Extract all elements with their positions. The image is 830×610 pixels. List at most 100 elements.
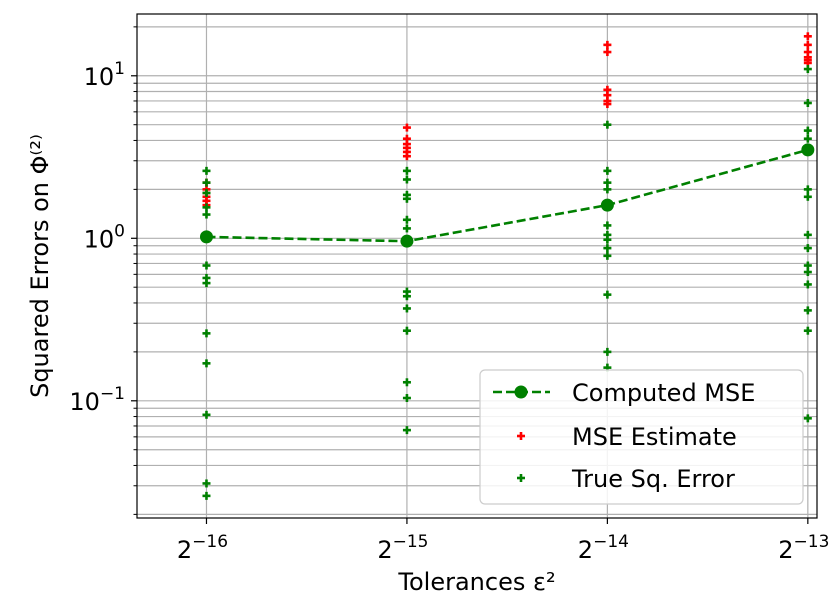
true-sq-error-marker xyxy=(202,329,211,338)
mse-estimate-marker xyxy=(603,48,612,57)
x-tick-label: 2−13 xyxy=(778,532,829,564)
true-sq-error-marker xyxy=(803,306,812,315)
true-sq-error-marker xyxy=(402,326,411,335)
plot-frame xyxy=(136,13,818,519)
x-tick-label: 2−14 xyxy=(578,532,629,564)
axes-frame xyxy=(136,13,818,519)
true-sq-error-marker xyxy=(402,378,411,387)
computed-mse-line xyxy=(206,148,809,243)
true-sq-error-marker xyxy=(202,491,211,500)
y-tick-base: 10 xyxy=(84,225,115,253)
true-sq-error-marker xyxy=(402,292,411,301)
true-sq-error-marker xyxy=(603,244,612,253)
legend-plus-swatch xyxy=(517,474,525,482)
true-sq-error-marker xyxy=(803,268,812,277)
mse-estimate-marker xyxy=(803,56,812,65)
x-tick-base: 2 xyxy=(578,536,593,564)
true-sq-error-marker xyxy=(402,394,411,403)
y-tick-base: 10 xyxy=(69,388,100,416)
true-sq-error-marker xyxy=(202,166,211,175)
y-tick-label: 100 xyxy=(84,221,125,253)
legend-marker-swatch xyxy=(514,385,528,399)
x-tick-base: 2 xyxy=(778,536,793,564)
true-sq-error-marker xyxy=(202,210,211,219)
true-sq-error-marker xyxy=(803,230,812,239)
true-sq-error-marker xyxy=(402,215,411,224)
legend-label: MSE Estimate xyxy=(572,423,737,451)
true-sq-error-marker xyxy=(202,261,211,270)
y-tick-label: 10−1 xyxy=(69,384,125,416)
y-tick-exponent: −1 xyxy=(100,384,125,404)
true-sq-error-marker xyxy=(803,126,812,135)
true-sq-error-marker xyxy=(202,188,211,197)
x-tick-exponent: −15 xyxy=(393,532,429,552)
true-sq-error-marker xyxy=(603,347,612,356)
true-sq-error-marker xyxy=(603,290,612,299)
legend-box xyxy=(479,369,804,505)
legend-label: Computed MSE xyxy=(572,379,755,407)
true-sq-error-marker xyxy=(402,194,411,203)
true-sq-error-marker xyxy=(803,244,812,253)
true-sq-error-marker xyxy=(803,326,812,335)
true-sq-error-marker xyxy=(202,479,211,488)
true-sq-error-marker xyxy=(202,359,211,368)
x-tick-exponent: −16 xyxy=(192,532,228,552)
y-tick-exponent: 0 xyxy=(114,221,125,241)
x-tick-label: 2−15 xyxy=(377,532,428,564)
legend: Computed MSE MSE Estimate True Sq. Error xyxy=(479,369,804,505)
legend-entry: MSE Estimate xyxy=(517,423,737,451)
true-sq-error-marker xyxy=(603,251,612,260)
y-tick-exponent: 1 xyxy=(114,59,125,79)
computed-mse-series xyxy=(199,143,815,248)
y-axis-label: Squared Errors on Φ⁽²⁾ xyxy=(26,134,54,398)
true-sq-error-marker xyxy=(803,192,812,201)
legend-entry: Computed MSE xyxy=(493,379,755,407)
mse-estimate-marker xyxy=(603,40,612,49)
legend-entry: True Sq. Error xyxy=(517,465,735,493)
true-sq-error-marker xyxy=(202,279,211,288)
mse-estimate-marker xyxy=(803,32,812,41)
true-sq-error-marker xyxy=(202,203,211,212)
true-sq-error-marker xyxy=(603,235,612,244)
true-sq-error-marker xyxy=(202,410,211,419)
true-sq-error-marker xyxy=(803,414,812,423)
mse-estimate-marker xyxy=(402,123,411,132)
legend-plus-swatch xyxy=(517,432,525,440)
true-sq-error-marker xyxy=(603,185,612,194)
true-sq-error-marker xyxy=(402,166,411,175)
computed-mse-point xyxy=(199,230,213,244)
true-sq-error-marker xyxy=(603,120,612,129)
true-sq-error-marker xyxy=(803,134,812,143)
mse-estimate-marker xyxy=(603,100,612,109)
true-sq-error-marker xyxy=(803,280,812,289)
x-tick-exponent: −14 xyxy=(593,532,629,552)
true-sq-error-marker xyxy=(603,221,612,230)
x-tick-exponent: −13 xyxy=(794,532,830,552)
true-sq-error-marker xyxy=(402,304,411,313)
computed-mse-point xyxy=(600,198,614,212)
x-tick-label: 2−16 xyxy=(177,532,228,564)
x-tick-base: 2 xyxy=(177,536,192,564)
x-tick-base: 2 xyxy=(377,536,392,564)
y-tick-base: 10 xyxy=(84,63,115,91)
true-sq-error-marker xyxy=(402,426,411,435)
x-axis-label: Tolerances ε² xyxy=(397,568,555,596)
y-tick-label: 101 xyxy=(84,59,125,91)
true-sq-error-marker xyxy=(202,178,211,187)
computed-mse-point xyxy=(801,143,815,157)
true-sq-error-marker xyxy=(803,65,812,74)
mse-estimate-marker xyxy=(803,40,812,49)
data-layer xyxy=(199,32,815,500)
true-sq-error-marker xyxy=(803,99,812,108)
legend-label: True Sq. Error xyxy=(571,465,735,493)
true-sq-error-marker xyxy=(402,224,411,233)
true-sq-error-marker xyxy=(603,166,612,175)
true-sq-error-marker xyxy=(402,175,411,184)
true-sq-error-marker xyxy=(603,178,612,187)
computed-mse-point xyxy=(400,234,414,248)
axis-labels: Tolerances ε² Squared Errors on Φ⁽²⁾ xyxy=(26,134,556,596)
true-sq-error-marker xyxy=(803,185,812,194)
mse-estimate-marker xyxy=(402,152,411,161)
